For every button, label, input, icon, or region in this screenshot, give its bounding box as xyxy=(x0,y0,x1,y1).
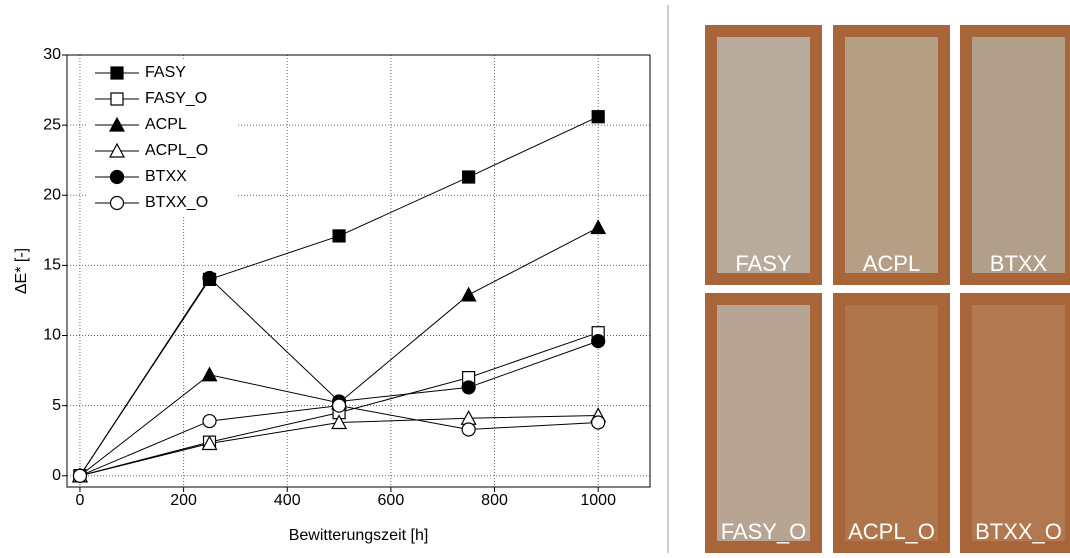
x-tick-label: 400 xyxy=(274,492,301,509)
legend-label: ACPL_O xyxy=(145,142,208,159)
marker xyxy=(592,416,605,429)
photo-label: FASY_O xyxy=(721,519,807,544)
marker xyxy=(111,67,123,79)
marker xyxy=(333,230,345,242)
marker xyxy=(463,171,475,183)
x-axis-label: Bewitterungszeit [h] xyxy=(289,527,429,544)
y-axis-label: ΔE* [-] xyxy=(13,248,30,294)
coated-area xyxy=(972,305,1065,541)
x-tick-label: 600 xyxy=(378,492,405,509)
y-tick-label: 30 xyxy=(43,46,61,63)
marker xyxy=(462,288,476,301)
x-tick-label: 800 xyxy=(481,492,508,509)
x-tick-label: 1000 xyxy=(580,492,616,509)
x-tick-label: 0 xyxy=(76,492,85,509)
marker xyxy=(591,221,605,234)
legend-label: BTXX_O xyxy=(145,194,208,211)
photo-label: ACPL xyxy=(863,251,920,276)
legend-label: ACPL xyxy=(145,116,187,133)
coated-area xyxy=(717,37,810,273)
marker xyxy=(462,381,475,394)
marker xyxy=(203,272,216,285)
marker xyxy=(462,423,475,436)
marker xyxy=(592,111,604,123)
photo-label: BTXX xyxy=(990,251,1048,276)
figure: FASY ACPL BTXX FASY_O ACPL_O BTXX_O 0 5 10 15 20 2… xyxy=(0,0,1070,553)
legend: FASY FASY_O ACPL ACPL_O BTXX BTXX_O xyxy=(87,61,237,217)
photo-label: BTXX_O xyxy=(975,519,1062,544)
marker xyxy=(333,399,346,412)
chart: 0 5 10 15 20 25 30 0 200 400 600 800 1000 Bewitterung… xyxy=(13,46,650,544)
legend-label: FASY xyxy=(145,64,186,81)
y-tick-label: 0 xyxy=(52,467,61,484)
page: {"chart_data": {"type": "line", "x_label… xyxy=(0,0,1070,553)
marker xyxy=(111,93,123,105)
legend-label: FASY_O xyxy=(145,90,207,107)
photo-label: FASY xyxy=(735,251,792,276)
coated-area xyxy=(717,305,810,541)
marker xyxy=(203,415,216,428)
marker xyxy=(73,469,86,482)
series-line xyxy=(80,228,598,476)
marker xyxy=(111,171,124,184)
marker xyxy=(111,197,124,210)
x-tick-label: 200 xyxy=(170,492,197,509)
y-tick-label: 5 xyxy=(52,397,61,414)
y-tick-label: 20 xyxy=(43,186,61,203)
photo-panels: FASY ACPL BTXX FASY_O ACPL_O BTXX_O xyxy=(705,25,1070,553)
marker xyxy=(592,335,605,348)
marker xyxy=(203,368,217,381)
y-tick-label: 15 xyxy=(43,257,61,274)
series-line xyxy=(80,278,598,476)
photo-label: ACPL_O xyxy=(848,519,935,544)
y-tick-label: 25 xyxy=(43,116,61,133)
y-tick-label: 10 xyxy=(43,327,61,344)
coated-area xyxy=(845,305,938,541)
legend-label: BTXX xyxy=(145,168,187,185)
coated-area xyxy=(845,37,938,273)
coated-area xyxy=(972,37,1065,273)
